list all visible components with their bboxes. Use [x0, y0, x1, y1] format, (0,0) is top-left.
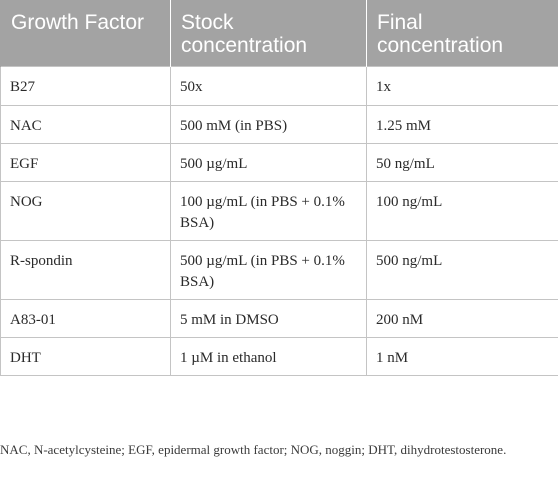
table-row: DHT 1 µM in ethanol 1 nM — [0, 336, 558, 376]
cell-stock-concentration: 500 µg/mL — [170, 142, 367, 182]
cell-growth-factor: NAC — [0, 104, 171, 144]
header-final-concentration: Final concentration — [366, 0, 558, 66]
header-row: Growth Factor Stock concentration Final … — [0, 0, 558, 66]
header-stock-concentration: Stock concentration — [170, 0, 367, 66]
table-footnote: NAC, N-acetylcysteine; EGF, epidermal gr… — [0, 442, 507, 457]
cell-final-concentration: 100 ng/mL — [366, 180, 558, 241]
cell-stock-concentration: 500 µg/mL (in PBS + 0.1% BSA) — [170, 239, 367, 300]
cell-stock-concentration: 500 mM (in PBS) — [170, 104, 367, 144]
table-row: EGF 500 µg/mL 50 ng/mL — [0, 142, 558, 182]
growth-factor-table: Growth Factor Stock concentration Final … — [0, 0, 558, 376]
cell-final-concentration: 500 ng/mL — [366, 239, 558, 300]
table-row: NAC 500 mM (in PBS) 1.25 mM — [0, 104, 558, 144]
table-row: NOG 100 µg/mL (in PBS + 0.1% BSA) 100 ng… — [0, 180, 558, 241]
cell-growth-factor: NOG — [0, 180, 171, 241]
table-row: A83-01 5 mM in DMSO 200 nM — [0, 298, 558, 338]
table-row: B27 50x 1x — [0, 65, 558, 106]
cell-final-concentration: 1x — [366, 65, 558, 106]
table-header: Growth Factor Stock concentration Final … — [0, 0, 558, 66]
cell-growth-factor: DHT — [0, 336, 171, 376]
cell-stock-concentration: 1 µM in ethanol — [170, 336, 367, 376]
table-body: B27 50x 1x NAC 500 mM (in PBS) 1.25 mM E… — [0, 65, 558, 376]
cell-stock-concentration: 100 µg/mL (in PBS + 0.1% BSA) — [170, 180, 367, 241]
cell-growth-factor: B27 — [0, 65, 171, 106]
cell-growth-factor: A83-01 — [0, 298, 171, 338]
cell-stock-concentration: 5 mM in DMSO — [170, 298, 367, 338]
cell-final-concentration: 50 ng/mL — [366, 142, 558, 182]
cell-final-concentration: 1.25 mM — [366, 104, 558, 144]
header-growth-factor: Growth Factor — [0, 0, 171, 66]
cell-growth-factor: R-spondin — [0, 239, 171, 300]
cell-growth-factor: EGF — [0, 142, 171, 182]
cell-stock-concentration: 50x — [170, 65, 367, 106]
cell-final-concentration: 200 nM — [366, 298, 558, 338]
cell-final-concentration: 1 nM — [366, 336, 558, 376]
table-row: R-spondin 500 µg/mL (in PBS + 0.1% BSA) … — [0, 239, 558, 300]
